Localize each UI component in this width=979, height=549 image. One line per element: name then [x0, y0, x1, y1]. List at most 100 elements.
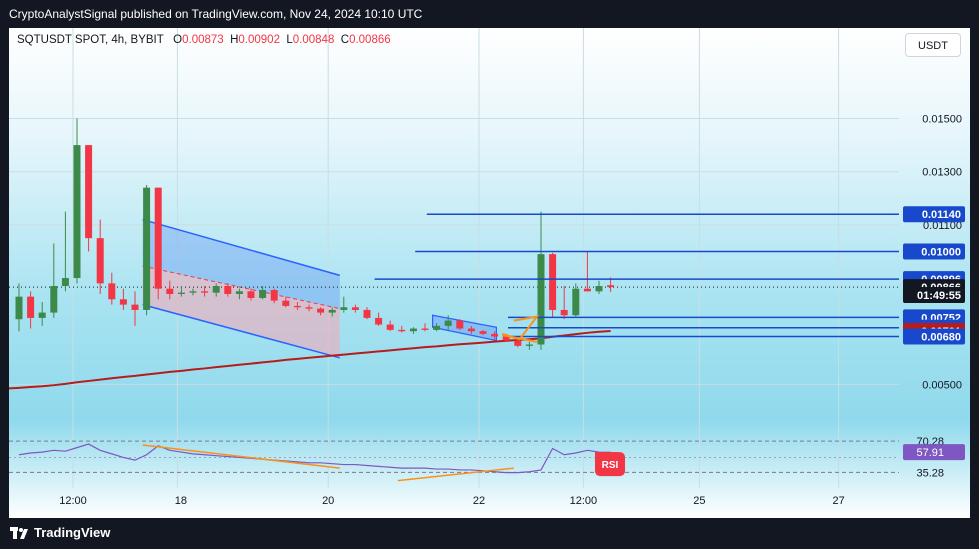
rsi-axis-label: 35.28: [916, 467, 944, 479]
rsi-callout-box: [595, 452, 625, 477]
tradingview-logo[interactable]: TradingView: [10, 525, 110, 540]
symbol-label: SQTUSDT SPOT, 4h, BYBIT: [17, 34, 164, 46]
candle-body: [607, 285, 615, 288]
chart-area[interactable]: RSI 0.01500 0.01300 0.01100 0.00500 0.01140 0…: [9, 28, 970, 518]
price-label: 0.01000: [921, 246, 961, 258]
candle-body: [305, 307, 313, 309]
time-axis: 12:00 18 20 22 12:00 25 27: [59, 495, 844, 507]
candle-body: [131, 304, 139, 310]
candle-body: [15, 296, 23, 320]
price-axis: 0.01500 0.01300 0.01100 0.00500 0.01140 0.010…: [903, 114, 965, 479]
candle-body: [212, 286, 220, 293]
candle-body: [583, 288, 591, 292]
open-label: O: [173, 34, 183, 46]
candle-body: [38, 312, 46, 318]
rsi-line: [18, 443, 611, 474]
rsi-value-bg: [903, 444, 965, 461]
candle-body: [154, 187, 162, 289]
candle-body: [108, 283, 116, 300]
footer-bar: TradingView: [0, 518, 979, 549]
candle-body: [456, 320, 464, 329]
candle-body: [351, 307, 359, 310]
candle-body: [560, 309, 568, 316]
tradingview-brand: TradingView: [34, 525, 111, 540]
time-tick-label: 12:00: [570, 495, 598, 507]
candle-body: [282, 300, 290, 306]
close-label: C: [340, 34, 350, 46]
price-tick-label: 0.01100: [923, 220, 962, 232]
horizontal-levels: [374, 213, 899, 338]
time-tick-label: 12:00: [59, 495, 87, 507]
candle-body: [119, 299, 127, 305]
orange-zigzag-tail: [502, 334, 538, 343]
candle-body: [201, 291, 209, 293]
tradingview-logo-icon: [10, 526, 28, 539]
candle-body: [549, 254, 557, 310]
candle-body: [50, 286, 58, 313]
rsi-pane: RSI: [9, 440, 899, 482]
candle-body: [363, 309, 371, 318]
candle-body: [328, 309, 336, 313]
price-label: 0.00680: [921, 332, 961, 344]
candle-body: [502, 336, 510, 341]
low-label: L: [286, 34, 293, 46]
rsi-trendline-up: [397, 467, 514, 482]
candle-body: [85, 145, 93, 239]
time-tick-label: 25: [693, 495, 705, 507]
flag-pattern: [432, 314, 497, 342]
time-tick-label: 27: [832, 495, 844, 507]
moving-average-line: [9, 329, 611, 390]
candles: [15, 118, 615, 350]
channel-bottom-line: [142, 303, 340, 359]
candle-body: [398, 329, 406, 332]
candle-body: [61, 278, 69, 287]
candle-body: [235, 291, 243, 294]
drawings-front: [501, 315, 540, 343]
high-label: H: [230, 34, 239, 46]
candle-body: [491, 333, 499, 337]
candle-body: [386, 324, 394, 330]
price-tick-label: 0.01300: [922, 167, 962, 179]
open-value: 0.00873: [182, 34, 224, 46]
candle-body: [166, 288, 174, 294]
candle-body: [73, 145, 81, 279]
channel-top-line: [142, 218, 341, 277]
ohlc-legend: SQTUSDT SPOT, 4h, BYBIT O0.00873 H0.0090…: [17, 34, 391, 46]
price-label: 01:49:55: [917, 290, 961, 302]
candle-body: [375, 317, 383, 325]
high-value: 0.00902: [238, 34, 280, 46]
candle-body: [525, 344, 533, 346]
candle-body: [317, 308, 325, 313]
candle-body: [143, 187, 151, 310]
candlestick-chart[interactable]: RSI 0.015000.013000.011000.005000.011400…: [9, 28, 970, 518]
low-value: 0.00848: [292, 34, 335, 46]
time-tick-label: 22: [473, 495, 485, 507]
channel-upper-fill: [142, 219, 340, 309]
candle-body: [259, 290, 267, 298]
grid-lines: [9, 28, 899, 488]
candle-body: [514, 340, 522, 346]
candle-body: [189, 291, 197, 293]
candle-body: [27, 296, 35, 318]
price-label-bg: [903, 287, 965, 304]
time-tick-label: 20: [322, 495, 334, 507]
candle-body: [444, 320, 452, 326]
publish-header: CryptoAnalystSignal published on Trading…: [9, 7, 423, 21]
candle-body: [433, 325, 441, 330]
candle-body: [177, 292, 185, 294]
rsi-callout-label: RSI: [602, 460, 619, 471]
rsi-trendline-down: [142, 444, 340, 469]
candle-body: [270, 290, 278, 301]
price-label-bg: [903, 206, 965, 223]
price-tick-label: 0.00500: [922, 379, 962, 391]
price-tick-label: 0.01500: [922, 114, 962, 126]
candle-body: [421, 328, 429, 330]
moving-average: [9, 329, 611, 390]
candle-body: [96, 238, 104, 284]
candle-body: [293, 305, 301, 308]
candle-body: [409, 328, 417, 332]
candle-body: [572, 288, 580, 316]
candle-body: [340, 307, 348, 310]
currency-button[interactable]: USDT: [905, 33, 961, 57]
